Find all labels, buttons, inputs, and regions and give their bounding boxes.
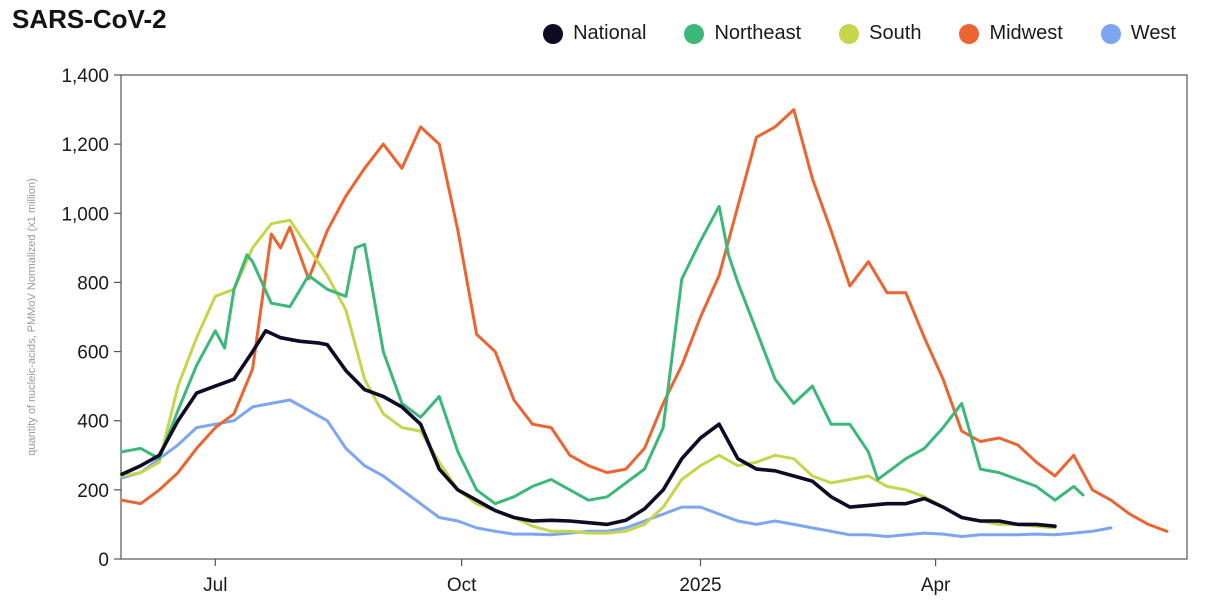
legend-swatch: [1100, 23, 1121, 44]
x-axis-ticks: Jul Oct 2025 Apr: [203, 559, 951, 596]
x-tick-label: Jul: [203, 575, 227, 596]
series-line-national: [120, 329, 1057, 528]
plot-area-frame: [120, 74, 1188, 560]
y-axis-ticks: 0 200 400 600 800 1,000 1,200 1,400: [61, 66, 121, 571]
series-layer: [120, 108, 1169, 538]
legend-label: Northeast: [714, 22, 802, 44]
y-tick-label: 1,200: [61, 135, 109, 156]
legend-swatch: [839, 23, 860, 44]
y-tick-label: 400: [77, 412, 109, 433]
y-axis-label: quantity of nucleic-acids, PMMoV Normali…: [26, 178, 38, 456]
series-line-northeast: [120, 204, 1085, 506]
legend-swatch: [543, 23, 564, 44]
legend-item-south: South: [839, 22, 921, 45]
legend-label: Midwest: [989, 22, 1063, 44]
y-tick-label: 800: [77, 273, 109, 294]
legend-swatch: [684, 23, 705, 44]
legend-item-national: National: [543, 22, 646, 45]
legend-label: National: [573, 22, 647, 44]
y-tick-label: 1,000: [61, 204, 109, 225]
legend-label: South: [869, 22, 922, 44]
legend-item-midwest: Midwest: [959, 22, 1063, 45]
x-tick-label: 2025: [679, 575, 721, 596]
legend: National Northeast South Midwest West: [543, 22, 1176, 45]
legend-swatch: [959, 23, 980, 44]
chart-title: SARS-CoV-2: [12, 4, 167, 34]
y-tick-label: 200: [77, 481, 109, 502]
series-line-midwest: [120, 108, 1169, 533]
legend-item-northeast: Northeast: [684, 22, 801, 45]
y-tick-label: 600: [77, 343, 109, 364]
x-tick-label: Oct: [447, 575, 477, 596]
legend-label: West: [1130, 22, 1176, 44]
legend-item-west: West: [1100, 22, 1176, 45]
y-tick-label: 1,400: [61, 66, 109, 87]
series-line-west: [120, 398, 1113, 538]
series-line-south: [120, 218, 1057, 535]
y-tick-label: 0: [98, 550, 109, 571]
x-tick-label: Apr: [921, 575, 951, 596]
